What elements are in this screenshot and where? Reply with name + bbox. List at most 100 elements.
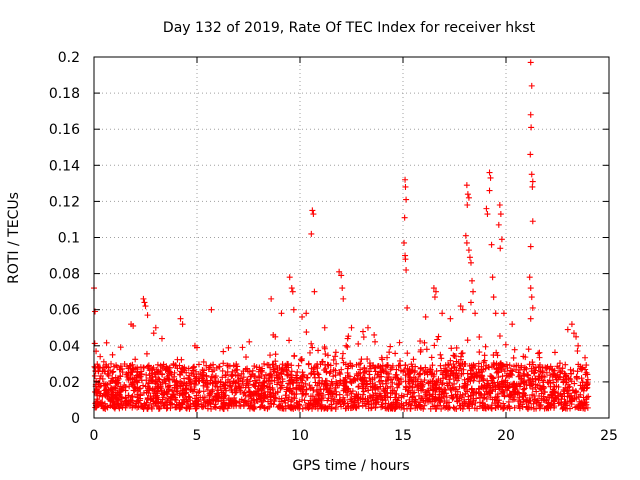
data-point (562, 398, 569, 405)
data-point (442, 386, 449, 393)
data-point (97, 372, 104, 379)
data-point (435, 333, 442, 340)
data-point (219, 374, 226, 381)
data-point (241, 389, 248, 396)
data-point (554, 363, 561, 370)
data-point (107, 367, 114, 374)
data-point (158, 335, 165, 342)
data-point (497, 211, 504, 218)
data-point (185, 402, 192, 409)
data-point (166, 386, 173, 393)
data-point (199, 366, 206, 373)
data-point (458, 394, 465, 401)
data-point (462, 390, 469, 397)
data-point (231, 394, 238, 401)
data-point (528, 380, 535, 387)
data-point (278, 384, 285, 391)
data-point (447, 315, 454, 322)
y-tick-label: 0.12 (49, 194, 80, 210)
data-point (314, 365, 321, 372)
data-point (339, 350, 346, 357)
data-point (524, 396, 531, 403)
data-point (111, 405, 118, 412)
data-point (392, 390, 399, 397)
data-point (394, 402, 401, 409)
data-point (475, 366, 482, 373)
data-point (165, 395, 172, 402)
data-point (332, 405, 339, 412)
data-point (391, 387, 398, 394)
data-point (332, 367, 339, 374)
data-point (331, 396, 338, 403)
data-point (432, 405, 439, 412)
data-point (569, 386, 576, 393)
data-point (470, 288, 477, 295)
data-point (488, 241, 495, 248)
data-point (417, 364, 424, 371)
data-point (117, 372, 124, 379)
data-point (411, 367, 418, 374)
data-point (170, 391, 177, 398)
data-point (344, 392, 351, 399)
data-point (303, 390, 310, 397)
data-point (257, 403, 264, 410)
data-point (288, 285, 295, 292)
data-point (505, 403, 512, 410)
data-point (460, 366, 467, 373)
data-point (578, 375, 585, 382)
data-point (422, 391, 429, 398)
data-point (578, 399, 585, 406)
data-point (457, 303, 464, 310)
data-point (409, 367, 416, 374)
data-point (372, 404, 379, 411)
data-point (309, 207, 316, 214)
data-point (405, 388, 412, 395)
data-point (449, 394, 456, 401)
data-point (577, 391, 584, 398)
data-point (344, 365, 351, 372)
data-point (351, 398, 358, 405)
data-point (550, 397, 557, 404)
data-point (288, 368, 295, 375)
data-point (452, 353, 459, 360)
data-point (270, 366, 277, 373)
data-point (367, 365, 374, 372)
data-point (290, 405, 297, 412)
data-point (583, 362, 590, 369)
data-point (162, 378, 169, 385)
data-point (288, 362, 295, 369)
data-point (415, 371, 422, 378)
data-point (546, 394, 553, 401)
data-point (412, 375, 419, 382)
data-point (302, 380, 309, 387)
data-point (233, 361, 240, 368)
data-point (336, 268, 343, 275)
data-point (305, 405, 312, 412)
data-point (262, 371, 269, 378)
data-point (348, 390, 355, 397)
data-point (412, 381, 419, 388)
data-point (421, 339, 428, 346)
data-point (137, 373, 144, 380)
data-point (275, 404, 282, 411)
data-point (121, 382, 128, 389)
data-point (248, 402, 255, 409)
data-point (144, 395, 151, 402)
data-point (498, 361, 505, 368)
data-point (402, 362, 409, 369)
data-point (521, 378, 528, 385)
data-point (220, 348, 227, 355)
data-point (250, 390, 257, 397)
data-point (225, 402, 232, 409)
data-point (195, 398, 202, 405)
data-point (466, 254, 473, 261)
data-point (324, 361, 331, 368)
data-point (248, 395, 255, 402)
data-point (228, 373, 235, 380)
data-point (418, 378, 425, 385)
data-point (372, 338, 379, 345)
data-point (160, 402, 167, 409)
data-point (304, 374, 311, 381)
data-point (340, 295, 347, 302)
